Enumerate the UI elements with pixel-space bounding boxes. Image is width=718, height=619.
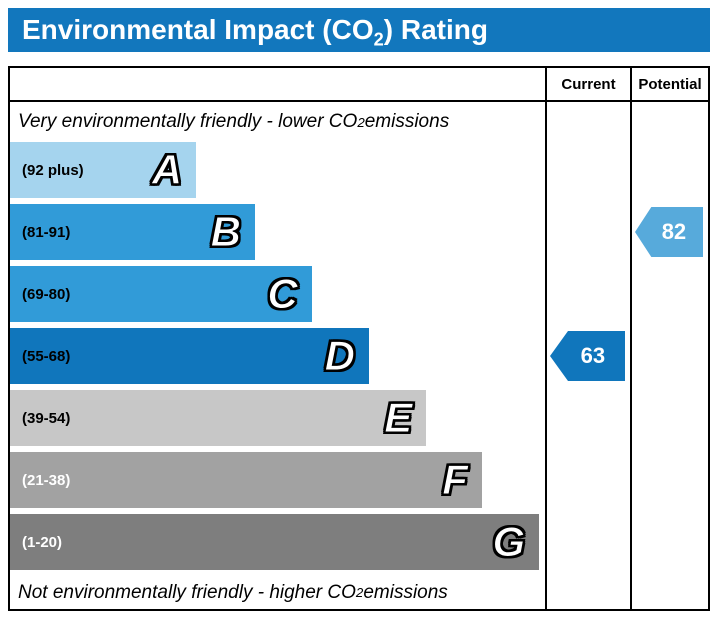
band-letter: E bbox=[384, 394, 413, 441]
band-letter: G bbox=[492, 518, 526, 565]
bottom-note-subscript: 2 bbox=[355, 585, 364, 600]
bottom-note-text: Not environmentally friendly - higher CO bbox=[18, 581, 356, 603]
band-row-f: (21-38) F bbox=[10, 452, 545, 514]
band-letter: C bbox=[267, 270, 298, 317]
band-range: (69-80) bbox=[22, 285, 71, 303]
potential-column-header: Potential bbox=[630, 68, 708, 102]
band-row-d: (55-68) D bbox=[10, 328, 545, 390]
current-value-column: 63 bbox=[545, 102, 630, 609]
band-range: (92 plus) bbox=[22, 161, 84, 179]
current-rating-arrow: 63 bbox=[550, 331, 625, 381]
header-corner-cell bbox=[10, 68, 545, 102]
page-title-suffix: ) Rating bbox=[383, 14, 488, 45]
top-note: Very environmentally friendly - lower CO… bbox=[10, 102, 545, 142]
band-bar-f: (21-38) F bbox=[10, 452, 482, 508]
page-title-text: Environmental Impact (CO bbox=[22, 14, 374, 45]
band-letter: A bbox=[151, 146, 183, 193]
band-bar-e: (39-54) E bbox=[10, 390, 427, 446]
bottom-note-suffix: emissions bbox=[363, 581, 448, 603]
band-range: (55-68) bbox=[22, 347, 71, 365]
top-note-suffix: emissions bbox=[364, 111, 450, 132]
band-letter: D bbox=[324, 332, 355, 379]
page-title: Environmental Impact (CO2) Rating bbox=[8, 8, 710, 52]
band-letter: B bbox=[210, 208, 242, 255]
potential-rating-arrow: 82 bbox=[635, 207, 703, 257]
band-row-c: (69-80) C bbox=[10, 266, 545, 328]
band-row-e: (39-54) E bbox=[10, 390, 545, 452]
band-bar-a: (92 plus) A bbox=[10, 142, 197, 198]
current-column-header: Current bbox=[545, 68, 630, 102]
band-row-a: (92 plus) A bbox=[10, 142, 545, 204]
current-rating-value: 63 bbox=[580, 343, 606, 368]
potential-rating-value: 82 bbox=[661, 219, 687, 244]
band-bar-g: (1-20) G bbox=[10, 514, 540, 570]
band-row-b: (81-91) B bbox=[10, 204, 545, 266]
band-row-g: (1-20) G bbox=[10, 514, 545, 576]
top-note-text: Very environmentally friendly - lower CO bbox=[18, 111, 358, 132]
bands-column: Very environmentally friendly - lower CO… bbox=[10, 102, 545, 609]
band-range: (39-54) bbox=[22, 409, 71, 427]
rating-chart: Current Potential Very environmentally f… bbox=[8, 66, 710, 611]
band-range: (1-20) bbox=[22, 533, 63, 551]
bottom-note: Not environmentally friendly - higher CO… bbox=[10, 576, 545, 609]
band-bar-b: (81-91) B bbox=[10, 204, 256, 260]
band-range: (21-38) bbox=[22, 471, 71, 489]
band-bar-c: (69-80) C bbox=[10, 266, 312, 322]
band-letter: F bbox=[442, 456, 469, 503]
band-bar-d: (55-68) D bbox=[10, 328, 369, 384]
top-note-subscript: 2 bbox=[357, 114, 365, 130]
band-range: (81-91) bbox=[22, 223, 71, 241]
page-title-subscript: 2 bbox=[373, 29, 384, 50]
potential-value-column: 82 bbox=[630, 102, 708, 609]
